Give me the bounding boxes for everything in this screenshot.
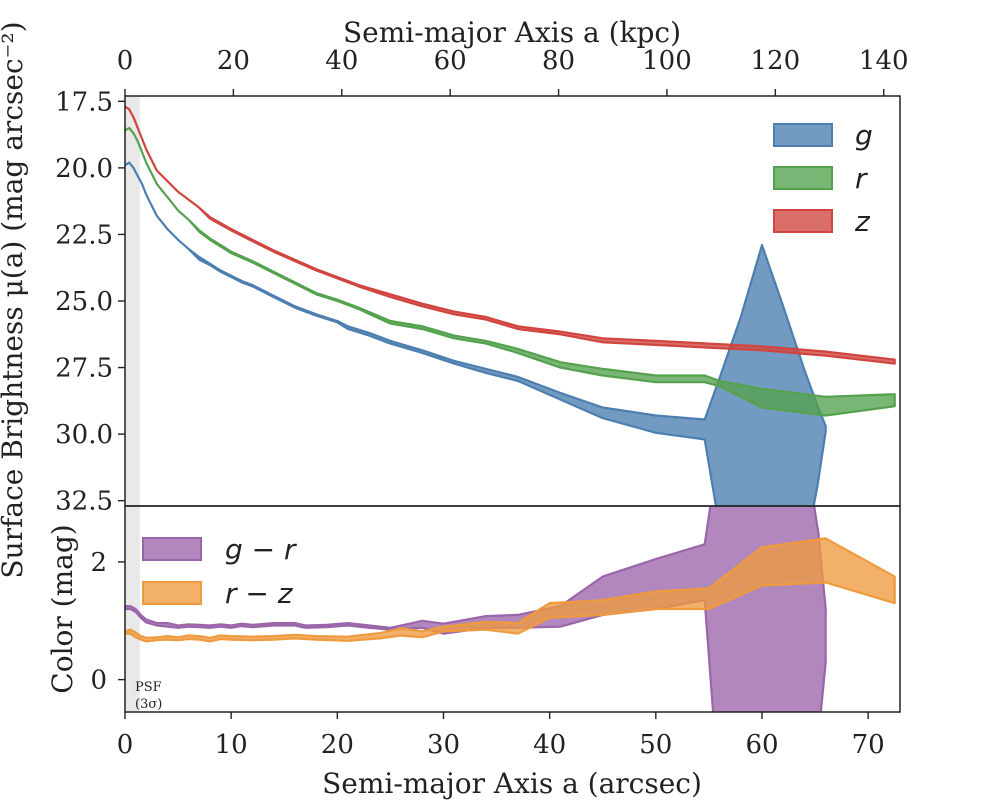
- bottom-tick-label: 10: [215, 730, 248, 760]
- sb-legend-label: z: [854, 205, 871, 238]
- bottom-tick-label: 30: [427, 730, 460, 760]
- sb-legend-label: g: [855, 119, 873, 152]
- color-legend-swatch: [142, 537, 202, 561]
- bottom-axis-title: Semi-major Axis a (arcsec): [322, 767, 702, 800]
- top-tick-label: 0: [117, 46, 134, 76]
- color-tick-label: 2: [90, 548, 107, 578]
- sb-g-band: [125, 161, 827, 506]
- sb-r-band: [125, 126, 896, 417]
- sb-tick-label: 25.0: [55, 287, 113, 317]
- top-tick-label: 60: [434, 46, 467, 76]
- axis-ticks: 0 10 20 30 40 50 60 700 20 40 60 80 100 120 14017.520.…: [55, 46, 908, 760]
- sb-legend-swatch: [773, 209, 833, 233]
- color-gr-series: [125, 506, 827, 712]
- color-legend-label: g − r: [225, 533, 297, 566]
- sb-tick-label: 30.0: [55, 420, 113, 450]
- bottom-tick-label: 40: [533, 730, 566, 760]
- sb-legend-label: r: [855, 162, 868, 195]
- color-legend-label: r − z: [225, 577, 294, 610]
- psf-band-top: [125, 96, 140, 506]
- color-rz-band: [125, 537, 896, 643]
- sb-tick-label: 22.5: [55, 220, 113, 250]
- sb-r-series: [125, 126, 896, 417]
- psf-label-line1: PSF: [135, 680, 162, 695]
- legends: grz g − r r − z: [142, 119, 873, 610]
- bottom-tick-label: 20: [321, 730, 354, 760]
- sb-g-series: [125, 161, 827, 506]
- bottom-tick-label: 0: [117, 730, 134, 760]
- bottom-tick-label: 60: [745, 730, 778, 760]
- sb-tick-label: 32.5: [55, 487, 113, 517]
- sb-tick-label: 20.0: [55, 154, 113, 184]
- color-axes-frame: [124, 505, 901, 713]
- top-tick-label: 80: [542, 46, 575, 76]
- color-panel: [125, 506, 896, 712]
- sb-z-band: [125, 105, 896, 365]
- psf-label-line2: (3σ): [135, 697, 162, 712]
- color-tick-label: 0: [90, 666, 107, 696]
- top-tick-label: 100: [642, 46, 692, 76]
- sb-legend-swatch: [773, 166, 833, 190]
- top-axis-title: Semi-major Axis a (kpc): [343, 16, 681, 49]
- sb-tick-label: 27.5: [55, 354, 113, 384]
- color-rz-series: [125, 537, 896, 643]
- top-tick-label: 120: [751, 46, 801, 76]
- sb-z-series: [125, 105, 896, 365]
- top-tick-label: 40: [325, 46, 358, 76]
- surface-brightness-panel: [125, 105, 896, 506]
- psf-regions: [125, 96, 140, 712]
- color-gr-band: [125, 506, 827, 712]
- color-legend-swatch: [142, 581, 202, 605]
- top-tick-label: 140: [859, 46, 909, 76]
- bottom-tick-label: 70: [852, 730, 885, 760]
- bottom-tick-label: 50: [639, 730, 672, 760]
- sb-legend-swatch: [773, 123, 833, 147]
- top-tick-label: 20: [217, 46, 250, 76]
- y-axis-title-surface-brightness: Surface Brightness μ(a) (mag arcsec⁻²): [0, 21, 29, 578]
- y-axis-title-color: Color (mag): [46, 524, 79, 693]
- sb-tick-label: 17.5: [55, 87, 113, 117]
